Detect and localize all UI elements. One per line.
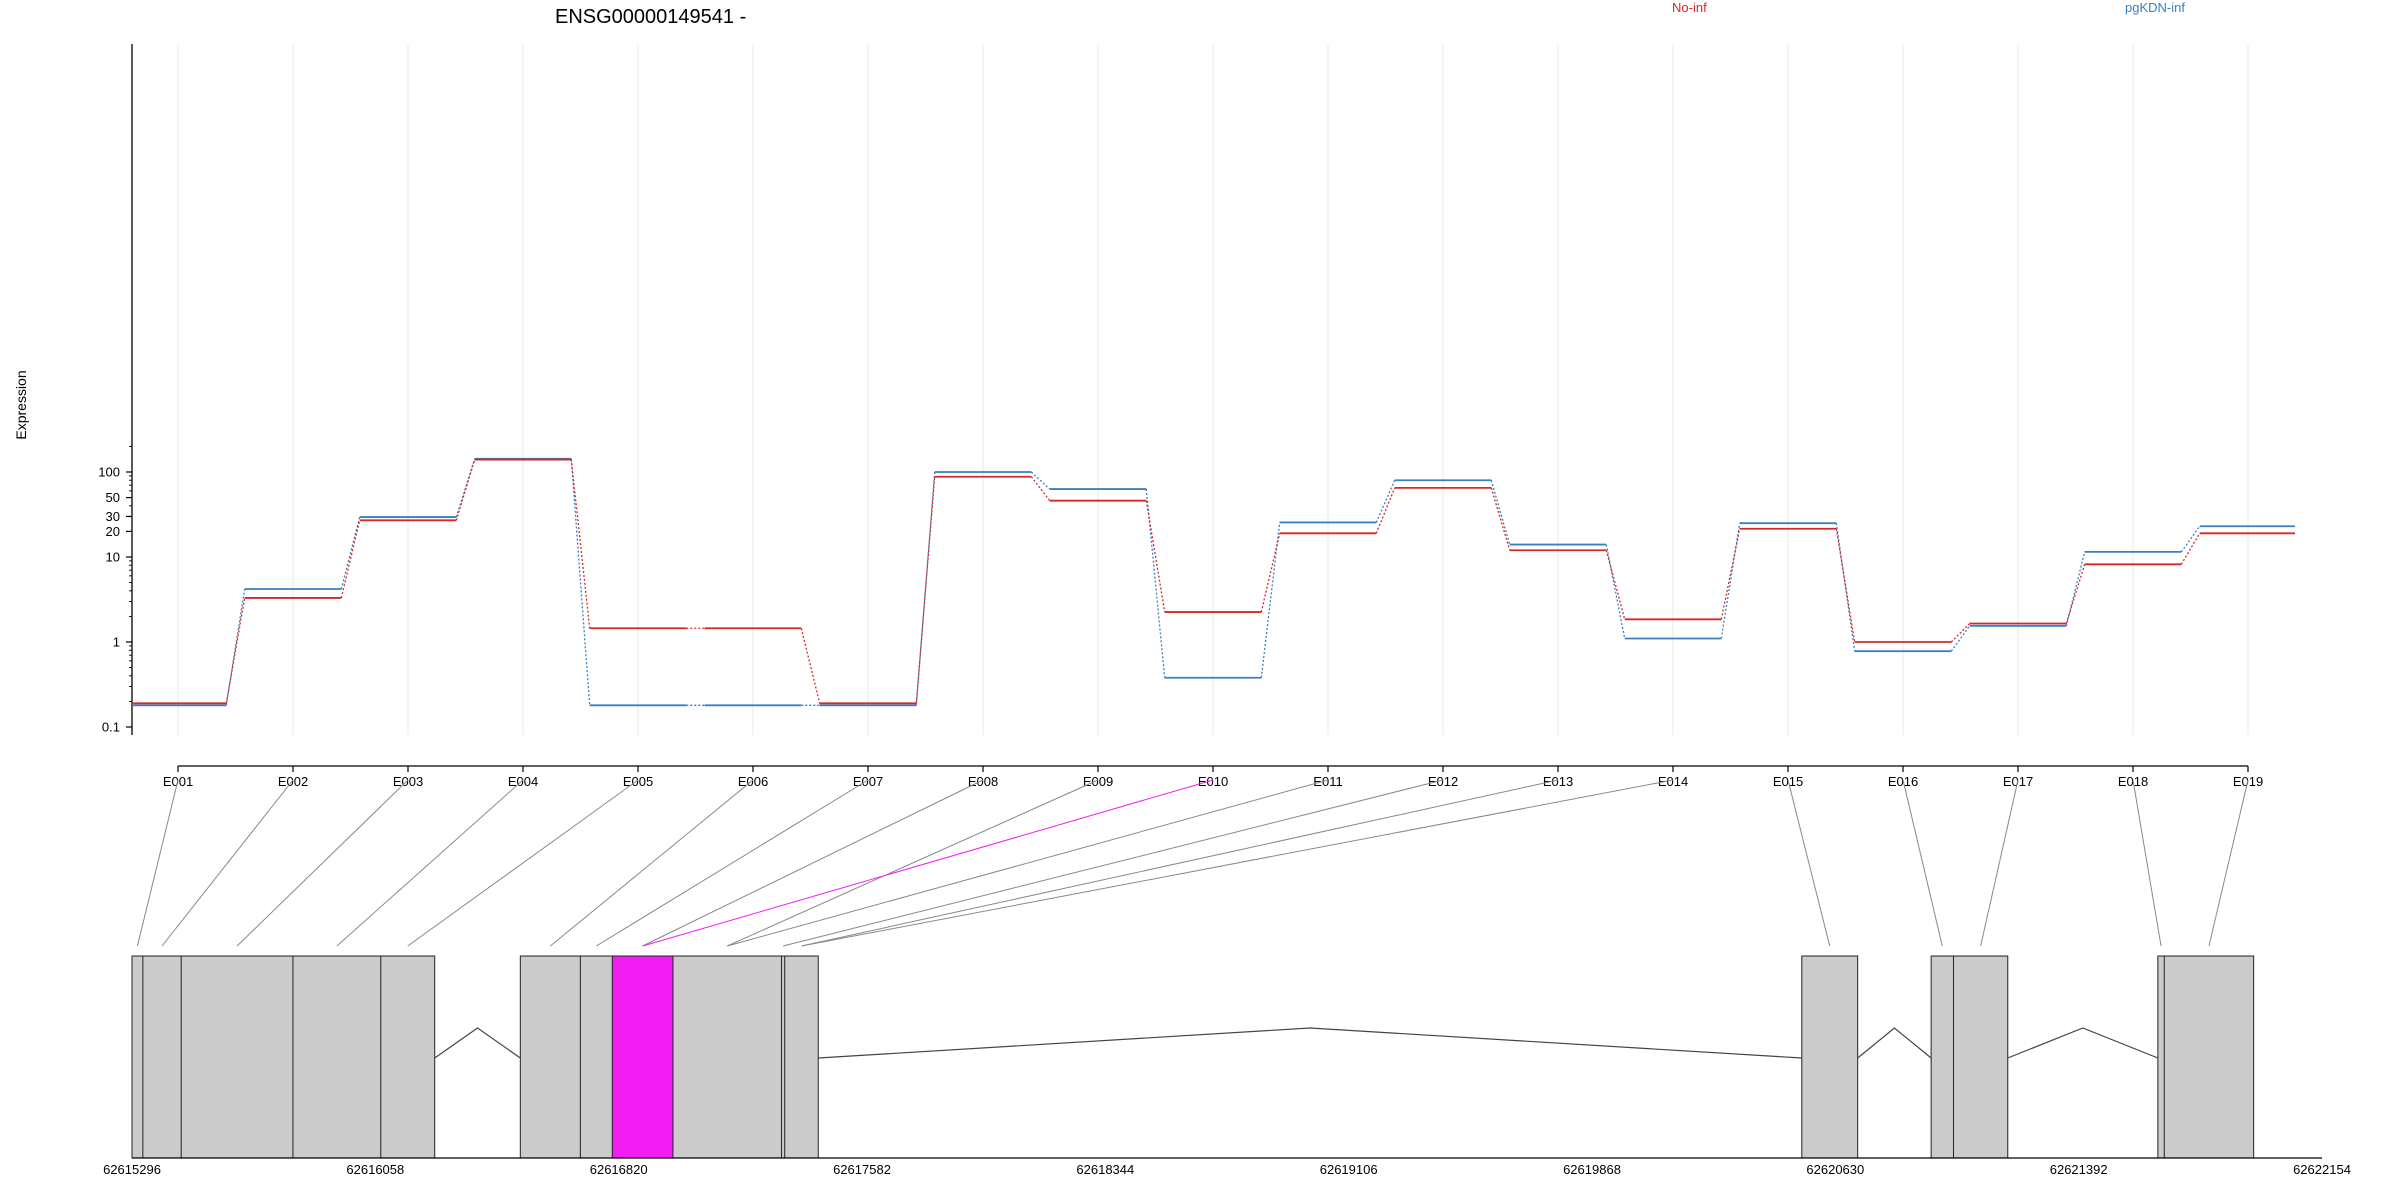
series-1-connector — [340, 516, 361, 590]
exon-connector — [1980, 779, 2019, 947]
x-tick-label: E011 — [1313, 774, 1342, 789]
series-0-connector — [1835, 528, 1856, 643]
exon-connector — [336, 779, 524, 947]
exon-connector — [642, 779, 1214, 947]
genomic-tick-label: 62615296 — [103, 1162, 161, 1177]
exon-block — [1801, 955, 1859, 1159]
series-1-connector — [1375, 479, 1396, 523]
series-1-connector — [570, 458, 591, 706]
series-0-connector — [800, 628, 821, 704]
x-tick-label: E003 — [393, 774, 423, 789]
genomic-tick-label: 62618344 — [1076, 1162, 1134, 1177]
intron-line — [2007, 1027, 2159, 1059]
exon-connector — [642, 779, 984, 947]
y-tick-label: 50 — [106, 490, 120, 505]
x-tick-label: E012 — [1428, 774, 1458, 789]
x-tick-label: E007 — [853, 774, 883, 789]
exon-connector — [727, 779, 1099, 947]
series-0-connector — [915, 476, 936, 704]
y-tick-label: 30 — [106, 509, 120, 524]
series-0-connector — [225, 597, 246, 704]
intron-line — [1857, 1027, 1932, 1059]
genomic-tick-label: 62616058 — [346, 1162, 404, 1177]
exon-connector — [1902, 779, 1943, 947]
x-tick-label: E013 — [1543, 774, 1573, 789]
series-0-connector — [1950, 623, 1971, 643]
genomic-tick-label: 62620630 — [1806, 1162, 1864, 1177]
y-tick-label: 10 — [106, 550, 120, 565]
series-0-connector — [1260, 533, 1281, 613]
x-tick-label: E006 — [738, 774, 768, 789]
exon-connector — [161, 779, 294, 947]
series-0-connector — [340, 520, 361, 599]
chart-title: ENSG00000149541 - — [555, 6, 746, 28]
series-1-connector — [1145, 488, 1166, 678]
series-0-connector — [570, 459, 591, 629]
x-tick-label: E008 — [968, 774, 998, 789]
exon-connector — [407, 779, 639, 947]
exon-connector — [1787, 779, 1831, 947]
exon-block — [1930, 955, 2009, 1159]
exon-connector — [136, 779, 179, 947]
series-0-connector — [2065, 564, 2086, 624]
y-axis-label: Expression — [13, 370, 29, 439]
series-0-connector — [1720, 528, 1741, 620]
series-0-connector — [1145, 500, 1166, 613]
genomic-tick-label: 62617582 — [833, 1162, 891, 1177]
series-1-connector — [1030, 471, 1051, 490]
x-tick-label: E005 — [623, 774, 653, 789]
series-1-connector — [1950, 625, 1971, 652]
series-1-connector — [1720, 523, 1741, 639]
y-tick-label: 20 — [106, 524, 120, 539]
genomic-tick-label: 62616820 — [590, 1162, 648, 1177]
exon-connector — [2132, 779, 2162, 947]
highlighted-exon — [611, 955, 674, 1159]
series-1-connector — [1490, 480, 1511, 545]
series-1-connector — [2065, 551, 2086, 626]
genomic-tick-label: 62619106 — [1320, 1162, 1378, 1177]
exon-connector — [801, 779, 1674, 947]
y-tick-label: 0.1 — [102, 720, 120, 735]
y-tick-label: 100 — [98, 465, 120, 480]
genomic-tick-label: 62621392 — [2050, 1162, 2108, 1177]
exon-connector — [727, 779, 1329, 947]
y-tick-label: 1 — [113, 635, 120, 650]
genomic-tick-label: 62622154 — [2293, 1162, 2351, 1177]
intron-line — [434, 1027, 521, 1059]
legend-series-pgkdn-inf: pgKDN-inf — [2125, 0, 2185, 15]
series-0-connector — [1375, 487, 1396, 534]
x-tick-label: E002 — [278, 774, 308, 789]
x-tick-label: E009 — [1083, 774, 1113, 789]
series-0-connector — [455, 459, 476, 521]
exon-block — [131, 955, 436, 1159]
exon-connector — [596, 779, 869, 947]
intron-line — [818, 1027, 1802, 1059]
exon-connector — [550, 779, 754, 947]
exon-connector — [236, 779, 409, 947]
genomic-tick-label: 62619868 — [1563, 1162, 1621, 1177]
exon-connector — [2208, 779, 2249, 947]
legend-series-no-inf: No-inf — [1672, 0, 1707, 15]
x-tick-label: E004 — [508, 774, 538, 789]
series-1-connector — [915, 471, 936, 706]
exon-block — [2157, 955, 2255, 1159]
x-tick-label: E010 — [1198, 774, 1228, 789]
exon-connector — [801, 779, 1559, 947]
series-0-connector — [1490, 487, 1511, 551]
exon-connector — [783, 779, 1444, 947]
x-tick-label: E014 — [1658, 774, 1688, 789]
series-0-connector — [1030, 476, 1051, 502]
series-1-connector — [2180, 525, 2201, 553]
